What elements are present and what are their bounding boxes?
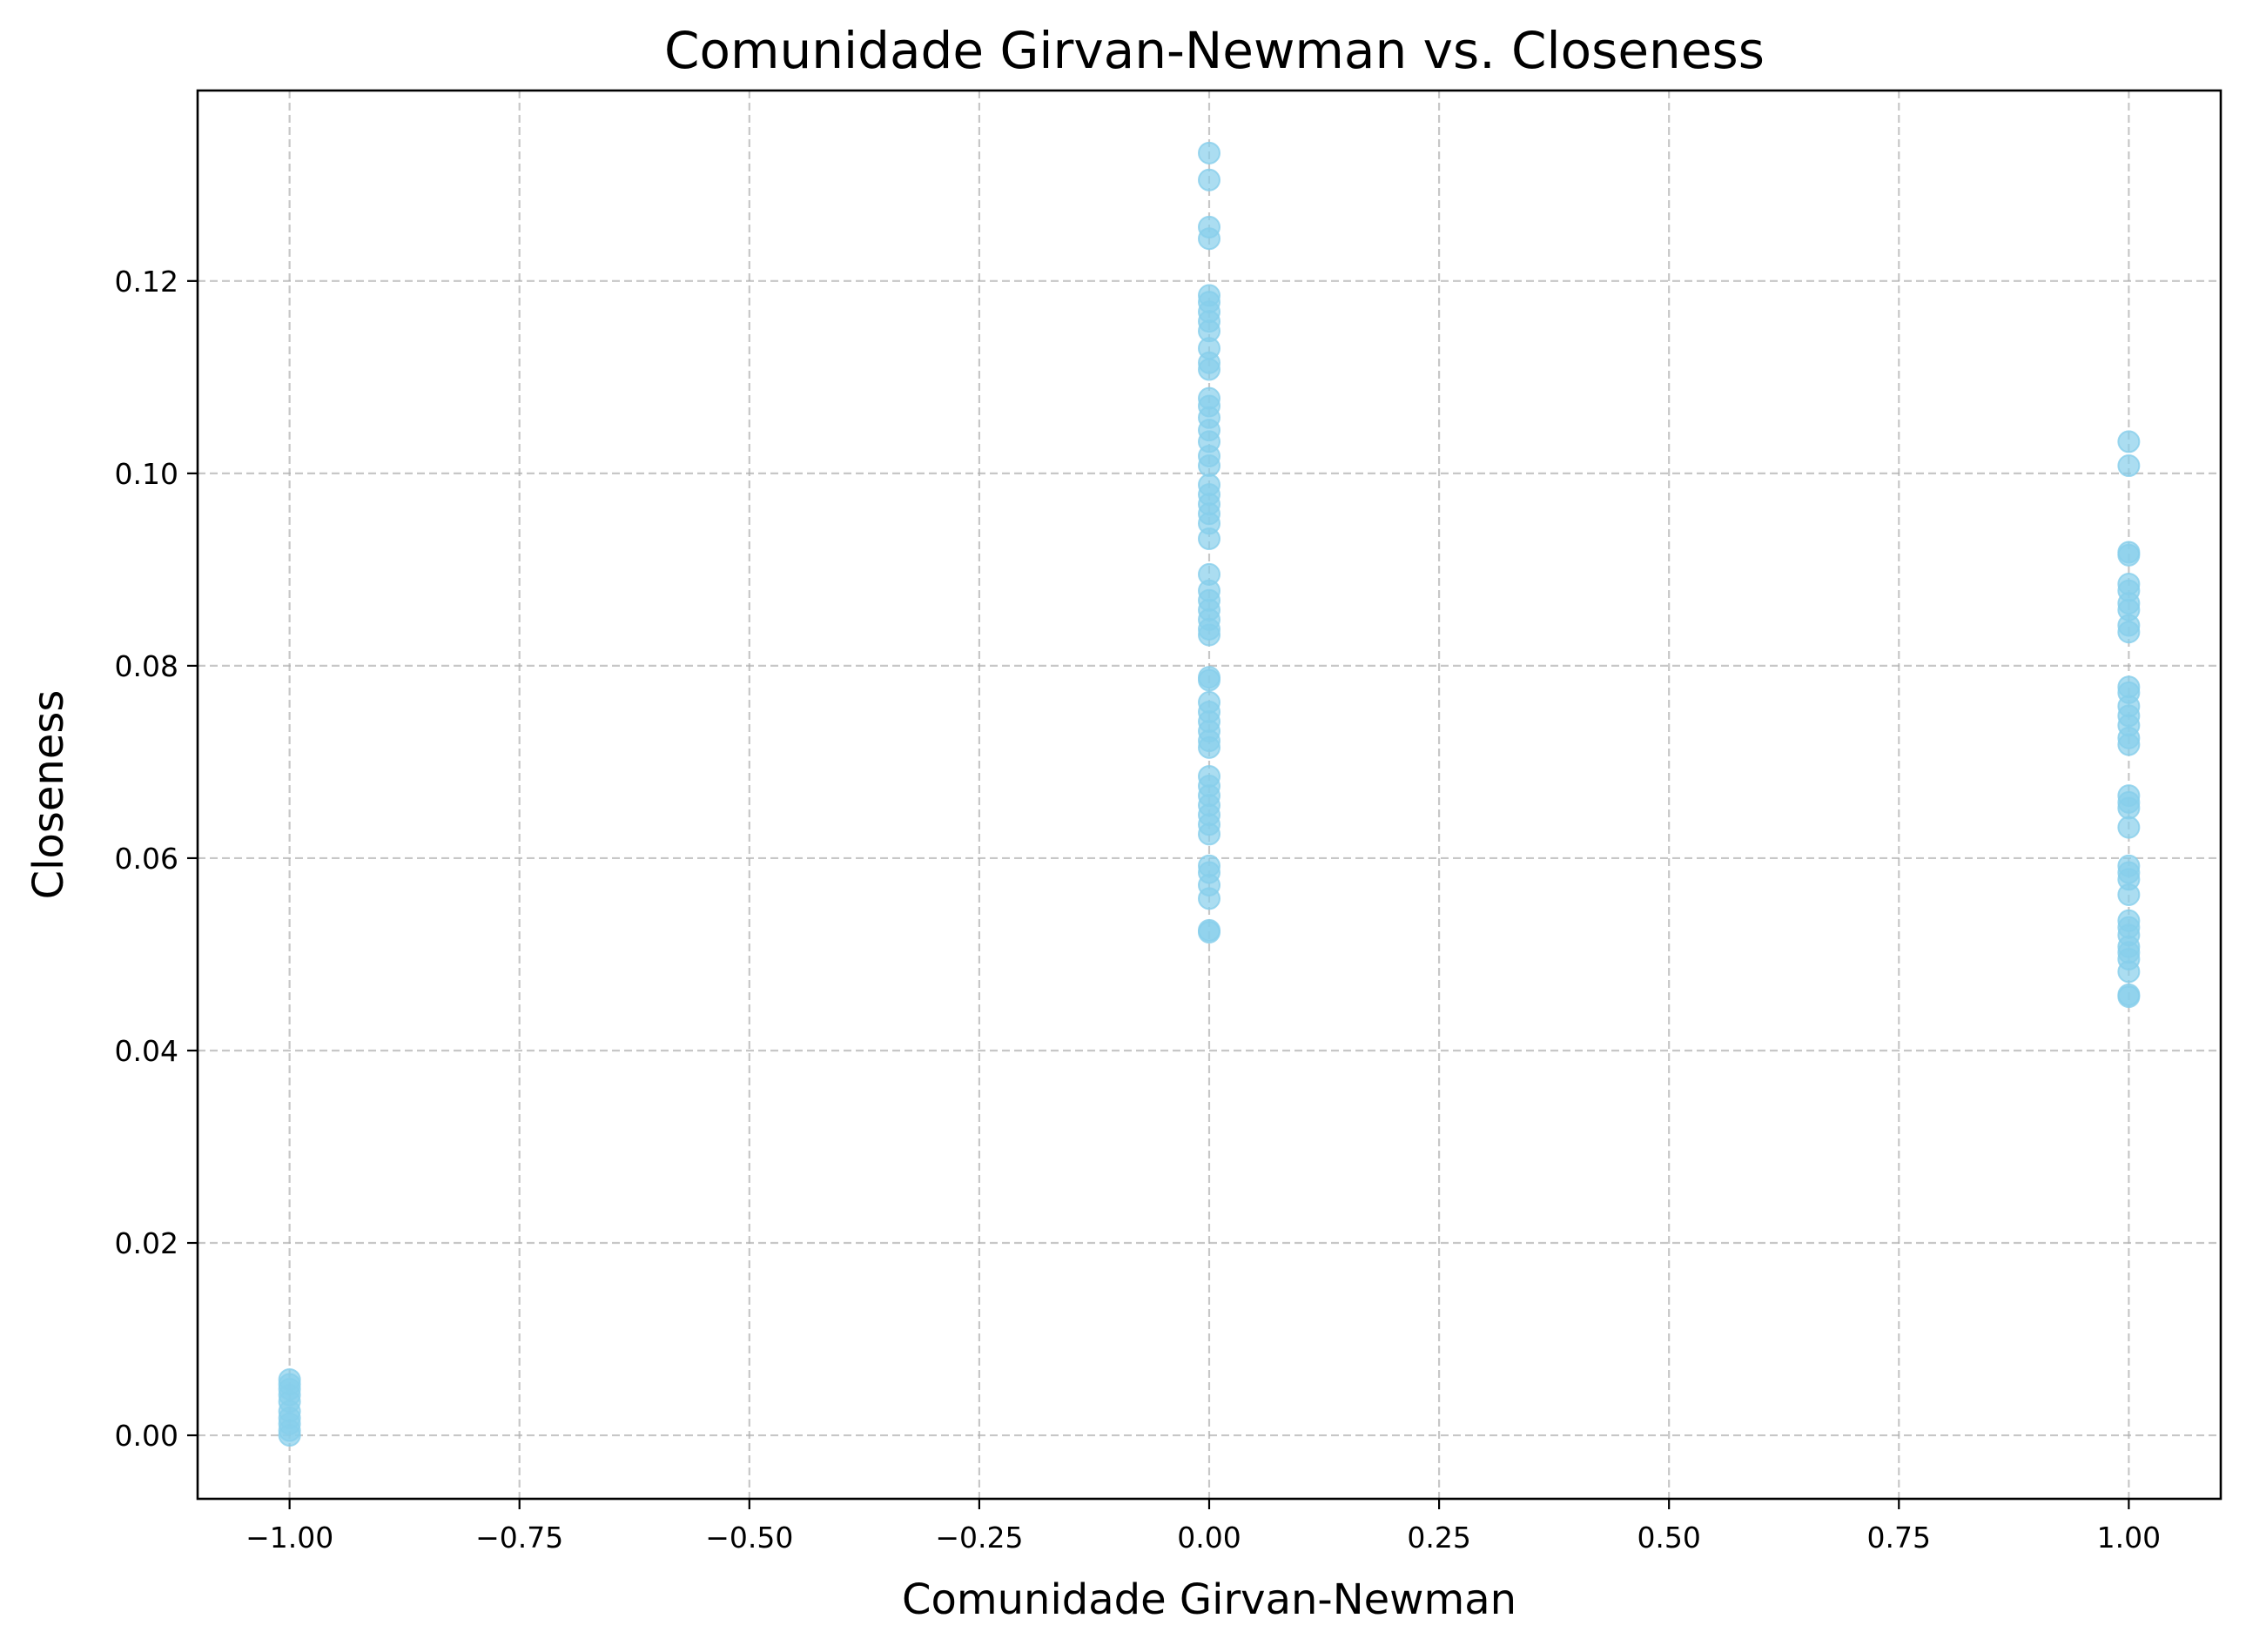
grid-lines [198, 91, 2221, 1499]
y-tick-label: 0.06 [115, 842, 178, 876]
x-axis-ticks: −1.00 −0.75 −0.50 −0.25 0.00 0.25 0.50 0.75 1.00 [245, 1499, 2161, 1555]
x-tick-label: 1.00 [2097, 1521, 2161, 1555]
data-point [1198, 887, 1221, 910]
data-point [278, 1367, 301, 1391]
data-point [2117, 454, 2141, 478]
y-tick-label: 0.04 [115, 1034, 178, 1068]
data-point [2117, 816, 2141, 839]
data-point [1198, 921, 1221, 944]
x-tick-label: 0.00 [1177, 1521, 1241, 1555]
chart-title: Comunidade Girvan-Newman vs. Closeness [664, 21, 1765, 80]
data-point [2117, 960, 2141, 984]
data-point [2117, 985, 2141, 1009]
data-point [1198, 358, 1221, 381]
y-axis-ticks: 0.00 0.02 0.04 0.06 0.08 0.10 0.12 [115, 265, 198, 1453]
y-tick-label: 0.10 [115, 457, 178, 491]
y-tick-label: 0.08 [115, 649, 178, 683]
data-point [2117, 883, 2141, 906]
y-tick-label: 0.02 [115, 1226, 178, 1260]
data-point [2117, 543, 2141, 567]
x-tick-label: −0.25 [935, 1521, 1023, 1555]
data-point [1198, 623, 1221, 647]
y-axis-label: Closeness [24, 690, 73, 900]
data-point [1198, 735, 1221, 759]
x-tick-label: −1.00 [245, 1521, 333, 1555]
data-point [1198, 454, 1221, 478]
data-point [1198, 668, 1221, 692]
data-point [1198, 227, 1221, 251]
data-points [278, 141, 2141, 1447]
data-point [2117, 430, 2141, 453]
x-tick-label: 0.75 [1867, 1521, 1931, 1555]
data-point [2117, 796, 2141, 820]
x-tick-label: −0.50 [705, 1521, 793, 1555]
x-tick-label: 0.50 [1637, 1521, 1700, 1555]
y-tick-label: 0.00 [115, 1419, 178, 1453]
data-point [1198, 823, 1221, 846]
x-tick-label: −0.75 [475, 1521, 563, 1555]
x-axis-label: Comunidade Girvan-Newman [902, 1575, 1516, 1624]
x-tick-label: 0.25 [1407, 1521, 1470, 1555]
data-point [1198, 168, 1221, 191]
y-tick-label: 0.12 [115, 265, 178, 299]
data-point [1198, 527, 1221, 551]
data-point [1198, 141, 1221, 165]
data-point [2117, 733, 2141, 756]
data-point [2117, 621, 2141, 644]
